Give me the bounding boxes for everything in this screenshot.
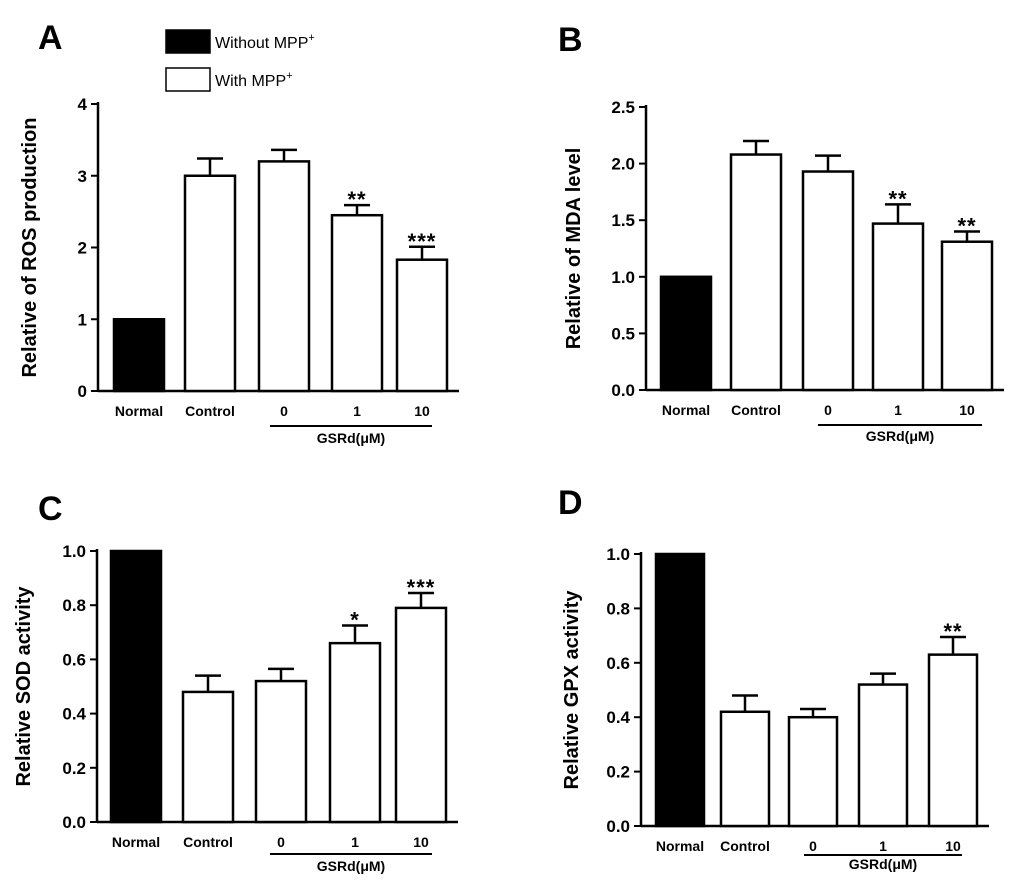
y-tick-label: 0.5 xyxy=(611,324,635,343)
y-axis-label: Relative of MDA level xyxy=(563,148,585,350)
x-tick-label: 10 xyxy=(945,838,961,854)
bar-1 xyxy=(857,683,909,828)
x-tick-label: Normal xyxy=(115,403,163,419)
bar-10 xyxy=(395,258,449,393)
x-tick-label: Control xyxy=(185,403,235,419)
y-tick-label: 0.8 xyxy=(62,596,86,615)
significance-marker: *** xyxy=(408,229,437,254)
bar-10 xyxy=(927,653,979,828)
legend-label-without-mpp: Without MPP+ xyxy=(215,32,315,52)
y-tick-label: 0.4 xyxy=(62,705,86,724)
bar-0 xyxy=(254,679,308,824)
x-tick-label: Control xyxy=(183,834,233,850)
significance-marker: ** xyxy=(888,186,907,211)
bar-0 xyxy=(257,160,311,393)
y-tick-label: 2 xyxy=(78,239,87,258)
chart-panel-a: A Relative of ROS production 0 1 2 3 4 Normal Co… xyxy=(19,19,459,446)
bar-normal xyxy=(112,318,166,393)
y-tick-label: 1.0 xyxy=(62,542,86,561)
x-tick-label: 1 xyxy=(353,403,361,419)
x-tick-label: 1 xyxy=(879,838,887,854)
y-tick-label: 0.0 xyxy=(611,381,635,400)
bar-1 xyxy=(328,641,382,824)
y-tick-label: 2.5 xyxy=(611,98,635,117)
bar-normal xyxy=(654,552,706,828)
x-tick-label: Normal xyxy=(112,834,160,850)
x-tick-label: Normal xyxy=(662,402,710,418)
legend-swatch-with-mpp xyxy=(165,67,211,92)
legend: Without MPP+ With MPP+ xyxy=(165,29,315,92)
bar-control xyxy=(183,174,237,393)
x-tick-label: 1 xyxy=(351,834,359,850)
y-axis-label: Relative SOD activity xyxy=(13,586,35,787)
group-label: GSRd(μM) xyxy=(866,428,934,444)
chart-panel-b: B Relative of MDA level 0.0 0.5 1.0 1.5 2.0 2.5… xyxy=(558,21,1004,444)
y-tick-label: 0.6 xyxy=(62,650,86,669)
y-tick-label: 0 xyxy=(78,382,87,401)
y-tick-label: 1.5 xyxy=(611,211,635,230)
x-tick-label: 0 xyxy=(280,403,288,419)
bar-normal xyxy=(109,549,163,824)
bar-control xyxy=(181,690,235,824)
bar-1 xyxy=(330,213,384,393)
y-tick-label: 0.2 xyxy=(606,763,630,782)
chart-panel-c: C Relative SOD activity 0.0 0.2 0.4 0.6 0.8 1.0… xyxy=(13,490,458,874)
y-tick-label: 0.2 xyxy=(62,759,86,778)
bar-control xyxy=(729,153,783,392)
y-tick-label: 0.4 xyxy=(606,708,630,727)
y-tick-label: 0.6 xyxy=(606,654,630,673)
legend-label-with-mpp: With MPP+ xyxy=(215,70,293,90)
x-tick-label: Control xyxy=(720,838,770,854)
x-tick-label: 10 xyxy=(959,402,975,418)
legend-swatch-without-mpp xyxy=(165,29,211,54)
y-tick-label: 1.0 xyxy=(606,545,630,564)
x-tick-label: 1 xyxy=(894,402,902,418)
y-tick-label: 4 xyxy=(78,95,88,114)
x-tick-label: 0 xyxy=(277,834,285,850)
y-tick-label: 1.0 xyxy=(611,268,635,287)
x-tick-label: 0 xyxy=(824,402,832,418)
x-tick-label: 10 xyxy=(414,403,430,419)
x-tick-label: Control xyxy=(731,402,781,418)
bar-10 xyxy=(394,606,448,824)
bar-10 xyxy=(940,240,994,392)
group-label: GSRd(μM) xyxy=(849,856,917,872)
y-tick-label: 3 xyxy=(78,167,87,186)
y-tick-label: 2.0 xyxy=(611,155,635,174)
panel-letter: C xyxy=(38,490,63,528)
bar-0 xyxy=(801,170,855,392)
y-tick-label: 0.0 xyxy=(606,817,630,836)
group-label: GSRd(μM) xyxy=(317,858,385,874)
bar-0 xyxy=(787,715,839,828)
significance-marker: *** xyxy=(407,575,436,600)
panel-letter: B xyxy=(558,21,583,59)
y-tick-label: 0.0 xyxy=(62,813,86,832)
y-axis-label: Relative GPX activity xyxy=(561,590,583,790)
significance-marker: ** xyxy=(943,619,962,644)
panel-letter: A xyxy=(38,19,63,57)
significance-marker: ** xyxy=(957,214,976,239)
bar-control xyxy=(719,710,771,828)
x-tick-label: Normal xyxy=(656,838,704,854)
significance-marker: * xyxy=(350,608,360,633)
y-tick-label: 1 xyxy=(78,310,87,329)
x-tick-label: 0 xyxy=(809,838,817,854)
charts: A Relative of ROS production 0 1 2 3 4 Normal Co… xyxy=(13,19,1004,874)
bar-normal xyxy=(659,275,713,392)
chart-panel-d: D Relative GPX activity 0.0 0.2 0.4 0.6 0.8 1.0… xyxy=(558,484,989,872)
y-axis-label: Relative of ROS production xyxy=(19,117,41,377)
bar-1 xyxy=(871,222,925,392)
group-label: GSRd(μM) xyxy=(317,430,385,446)
y-tick-label: 0.8 xyxy=(606,599,630,618)
x-tick-label: 10 xyxy=(413,834,429,850)
significance-marker: ** xyxy=(347,187,366,212)
panel-letter: D xyxy=(558,484,583,522)
